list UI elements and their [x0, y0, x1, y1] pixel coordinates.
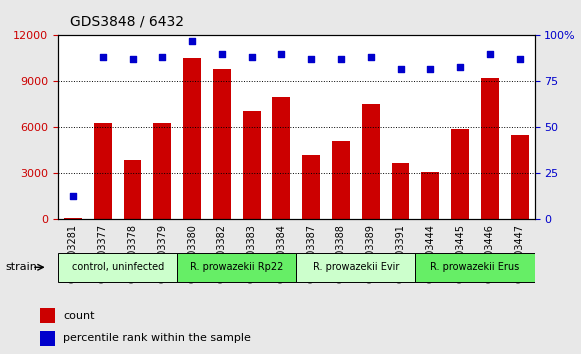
Point: [485, 51, 494, 57]
FancyBboxPatch shape: [58, 253, 177, 282]
Bar: [243, 110, 260, 219]
Bar: [481, 78, 498, 219]
Text: R. prowazekii Rp22: R. prowazekii Rp22: [190, 262, 284, 272]
Point: [188, 38, 197, 44]
Point: [336, 57, 346, 62]
Bar: [40, 331, 55, 346]
FancyBboxPatch shape: [415, 253, 535, 282]
Point: [366, 55, 375, 60]
Bar: [362, 104, 379, 219]
Text: strain: strain: [6, 262, 38, 272]
Bar: [302, 155, 320, 219]
Point: [456, 64, 465, 69]
Bar: [332, 141, 350, 219]
Point: [307, 57, 316, 62]
Point: [277, 51, 286, 57]
Bar: [392, 163, 410, 219]
Bar: [272, 97, 290, 219]
Bar: [183, 58, 201, 219]
Bar: [94, 123, 112, 219]
FancyBboxPatch shape: [177, 253, 296, 282]
Bar: [124, 160, 141, 219]
Point: [69, 193, 78, 198]
Bar: [153, 123, 171, 219]
Text: GDS3848 / 6432: GDS3848 / 6432: [70, 14, 184, 28]
Point: [98, 55, 107, 60]
Point: [157, 55, 167, 60]
Point: [247, 55, 256, 60]
Point: [128, 57, 137, 62]
Point: [396, 66, 405, 72]
Text: count: count: [63, 311, 95, 321]
FancyBboxPatch shape: [296, 253, 415, 282]
Text: R. prowazekii Evir: R. prowazekii Evir: [313, 262, 399, 272]
Bar: [451, 129, 469, 219]
Bar: [64, 218, 82, 219]
Point: [217, 51, 227, 57]
Bar: [40, 308, 55, 323]
Bar: [511, 135, 529, 219]
Bar: [421, 172, 439, 219]
Text: R. prowazekii Erus: R. prowazekii Erus: [431, 262, 519, 272]
Text: percentile rank within the sample: percentile rank within the sample: [63, 333, 251, 343]
Point: [426, 66, 435, 72]
Bar: [213, 69, 231, 219]
Text: control, uninfected: control, uninfected: [71, 262, 164, 272]
Point: [515, 57, 524, 62]
